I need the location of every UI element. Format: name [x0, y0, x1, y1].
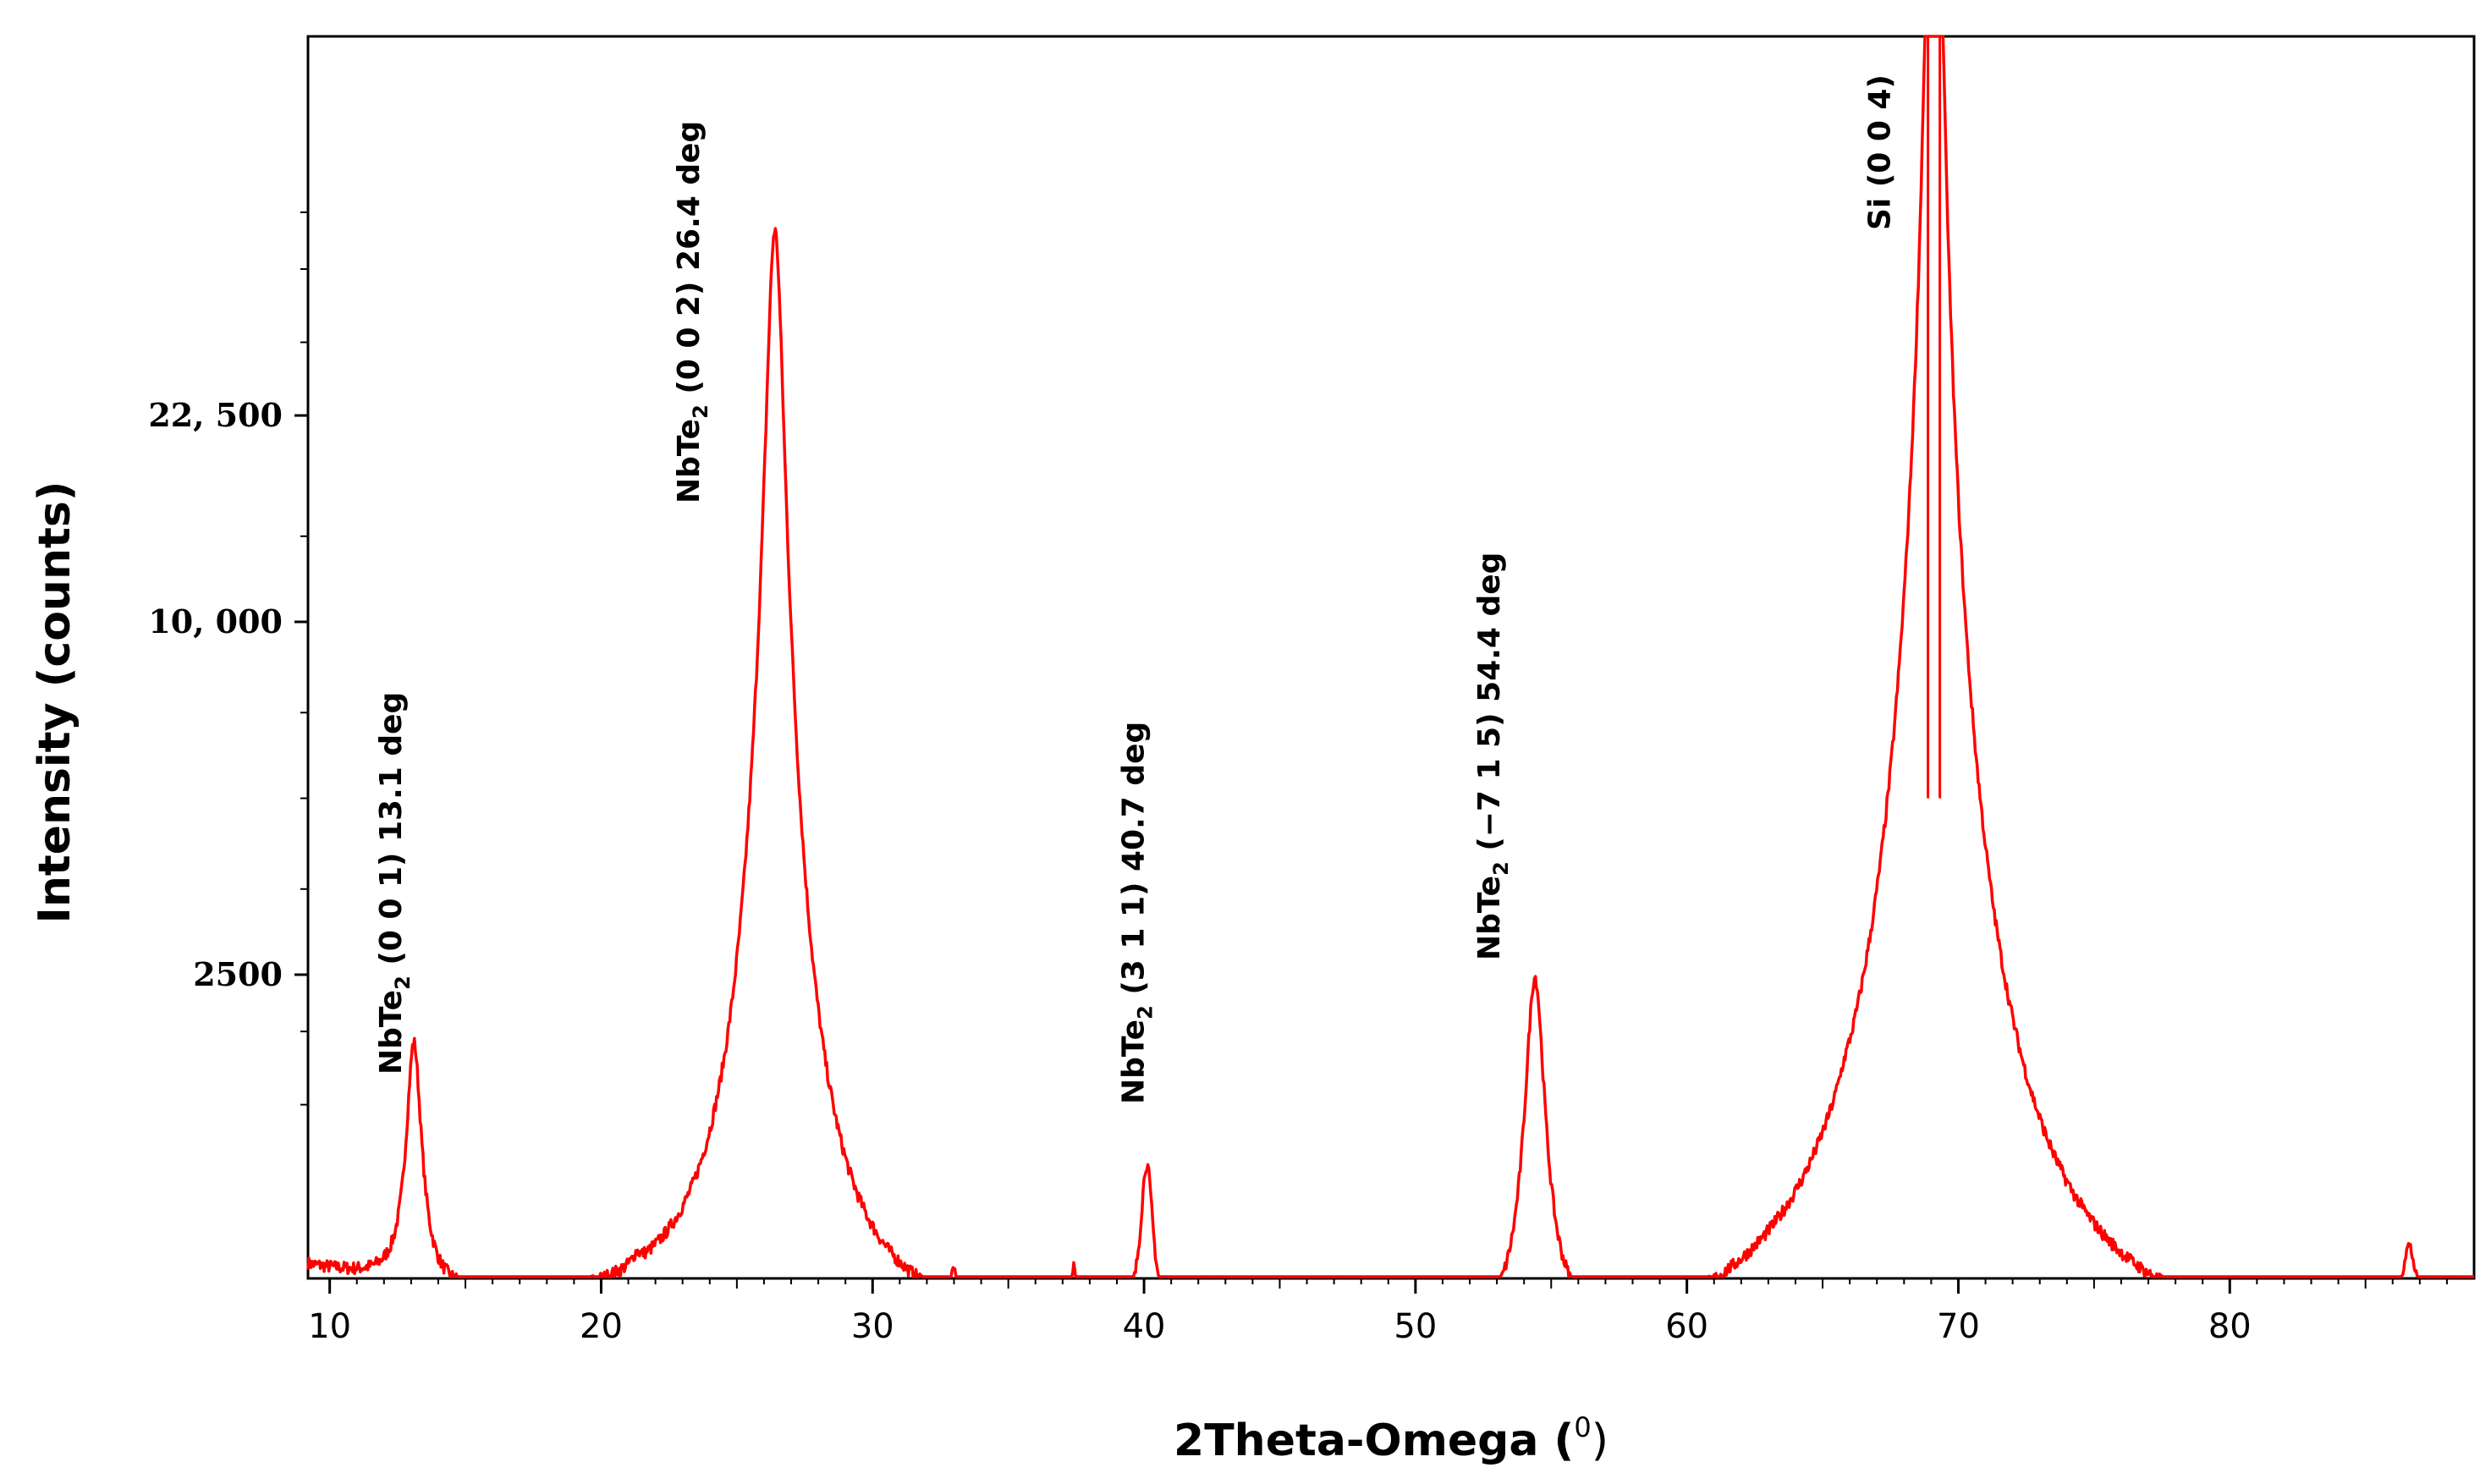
x-tick-label: 20: [580, 1307, 623, 1346]
x-axis-title-close: ): [1592, 1415, 1608, 1466]
peak-annotations: NbTe2 (0 0 1) 13.1 deg NbTe2 (0 0 2) 26.4…: [374, 74, 1897, 1104]
y-axis: 2500 10, 000 22, 500: [148, 211, 308, 1106]
peak-annotation: Si (0 0 4): [1863, 74, 1898, 230]
peak-annotation: NbTe2 (3 1 1) 40.7 deg: [1117, 722, 1158, 1104]
x-axis-title-text: 2Theta-Omega (: [1174, 1415, 1574, 1466]
series-line: [306, 35, 2475, 1278]
x-tick-label: 80: [2208, 1307, 2252, 1346]
y-tick-label: 22, 500: [148, 396, 283, 434]
y-tick-label: 10, 000: [148, 602, 283, 640]
x-tick-label: 60: [1665, 1307, 1708, 1346]
x-tick-label: 70: [1937, 1307, 1980, 1346]
x-axis-title: 2Theta-Omega (0): [1174, 1411, 1608, 1466]
peak-annotation: NbTe2 (−7 1 5) 54.4 deg: [1472, 552, 1513, 960]
y-axis-title: Intensity (counts): [30, 481, 80, 923]
peak-annotation: NbTe2 (0 0 1) 13.1 deg: [374, 692, 415, 1075]
plot-frame: [306, 35, 2476, 1280]
x-axis: 10 20 30 40 50 60 70 80: [308, 1278, 2448, 1346]
peak-annotation: NbTe2 (0 0 2) 26.4 deg: [672, 121, 712, 503]
x-axis-title-unit: 0: [1574, 1411, 1591, 1443]
x-tick-label: 50: [1394, 1307, 1437, 1346]
x-tick-label: 10: [308, 1307, 351, 1346]
x-tick-label: 40: [1123, 1307, 1166, 1346]
y-tick-label: 2500: [193, 955, 283, 993]
x-tick-label: 30: [851, 1307, 894, 1346]
